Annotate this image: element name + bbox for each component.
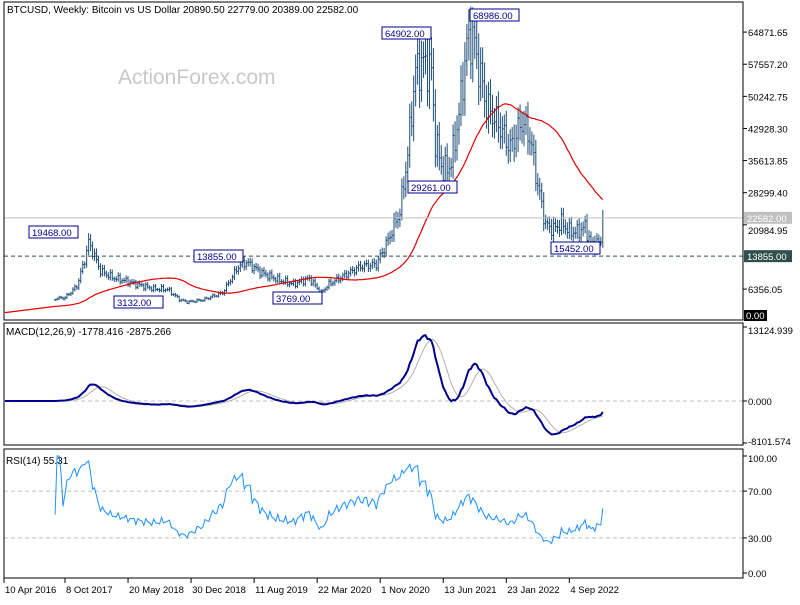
- rsi-line: [54, 455, 604, 545]
- price-annotation-label: 3132.00: [117, 298, 151, 309]
- watermark: ActionForex.com: [118, 66, 276, 89]
- price-annotation-label: 13855.00: [197, 252, 237, 263]
- price-annotation-label: 19468.00: [32, 228, 72, 239]
- rsi-tick-label: 0.00: [748, 569, 767, 580]
- price-tick-label: 42928.30: [748, 124, 788, 135]
- price-annotation-box: [469, 8, 520, 22]
- price-tick-label: 20984.95: [748, 226, 788, 237]
- price-tick-label: 28299.40: [748, 189, 788, 200]
- macd-title: MACD(12,26,9) -1778.416 -2875.266: [6, 327, 172, 338]
- time-tick-label: 8 Oct 2017: [66, 585, 112, 596]
- price-annotation-box: [113, 295, 164, 309]
- price-annotation-box: [193, 249, 244, 263]
- price-annotation-box: [550, 241, 601, 255]
- price-tick-label: 50242.75: [748, 92, 788, 103]
- price-annotation-label: 29261.00: [411, 183, 451, 194]
- price-annotation-box: [272, 291, 323, 305]
- axes: 64871.65 57557.20 50242.75 42928.30 35613.85…: [3, 1, 793, 596]
- rsi-title: RSI(14) 55.31: [6, 456, 69, 467]
- macd-tick-label: 13124.939: [748, 326, 793, 337]
- panel-frame: [3, 322, 744, 446]
- price-panel: 19468.00 3132.00 13855.00 3769.00 64902.00 29…: [4, 6, 743, 314]
- support-badge: [744, 250, 792, 263]
- current-price-badge: [744, 211, 792, 224]
- time-tick-label: 11 Aug 2019: [255, 585, 308, 596]
- moving-average-line: [4, 103, 604, 314]
- support-label: 13855.00: [747, 252, 787, 263]
- macd-panel: MACD(12,26,9) -1778.416 -2875.266: [4, 327, 743, 436]
- time-tick-label: 1 Nov 2020: [381, 585, 430, 596]
- price-tick-label: 64871.65: [748, 28, 788, 39]
- price-bottom-label: 0.00: [746, 311, 765, 322]
- price-annotation-label: 64902.00: [385, 29, 425, 40]
- rsi-panel: RSI(14) 55.31: [4, 455, 743, 545]
- time-tick-label: 22 Mar 2020: [318, 585, 371, 596]
- rsi-tick-label: 100.00: [748, 454, 777, 465]
- price-tick-label: 57557.20: [748, 60, 788, 71]
- price-annotation-box: [407, 180, 458, 194]
- chart-title: BTCUSD, Weekly: Bitcoin vs US Dollar 208…: [7, 5, 359, 16]
- zero-badge: [744, 310, 767, 321]
- rsi-tick-label: 30.00: [748, 534, 772, 545]
- time-tick-label: 4 Sep 2022: [570, 585, 619, 596]
- time-tick-label: 13 Jun 2021: [444, 585, 496, 596]
- price-annotation-label: 3769.00: [276, 294, 310, 305]
- price-tick-label: 35613.85: [748, 157, 788, 168]
- current-price-label: 22582.00: [747, 214, 787, 225]
- time-tick-label: 10 Apr 2016: [5, 585, 56, 596]
- time-tick-label: 23 Jan 2022: [507, 585, 559, 596]
- price-annotation-label: 68986.00: [473, 11, 513, 22]
- macd-tick-label: -8101.574: [748, 437, 791, 448]
- panel-frame: [3, 448, 744, 579]
- time-tick-label: 20 May 2018: [129, 585, 184, 596]
- rsi-tick-label: 70.00: [748, 487, 772, 498]
- price-annotation-box: [28, 225, 79, 239]
- price-annotation-box: [381, 26, 432, 40]
- macd-tick-label: 0.000: [748, 397, 772, 408]
- macd-line: [5, 334, 604, 436]
- time-tick-label: 30 Dec 2018: [192, 585, 246, 596]
- price-annotation-label: 15452.00: [554, 244, 594, 255]
- price-tick-label: 6356.05: [748, 285, 782, 296]
